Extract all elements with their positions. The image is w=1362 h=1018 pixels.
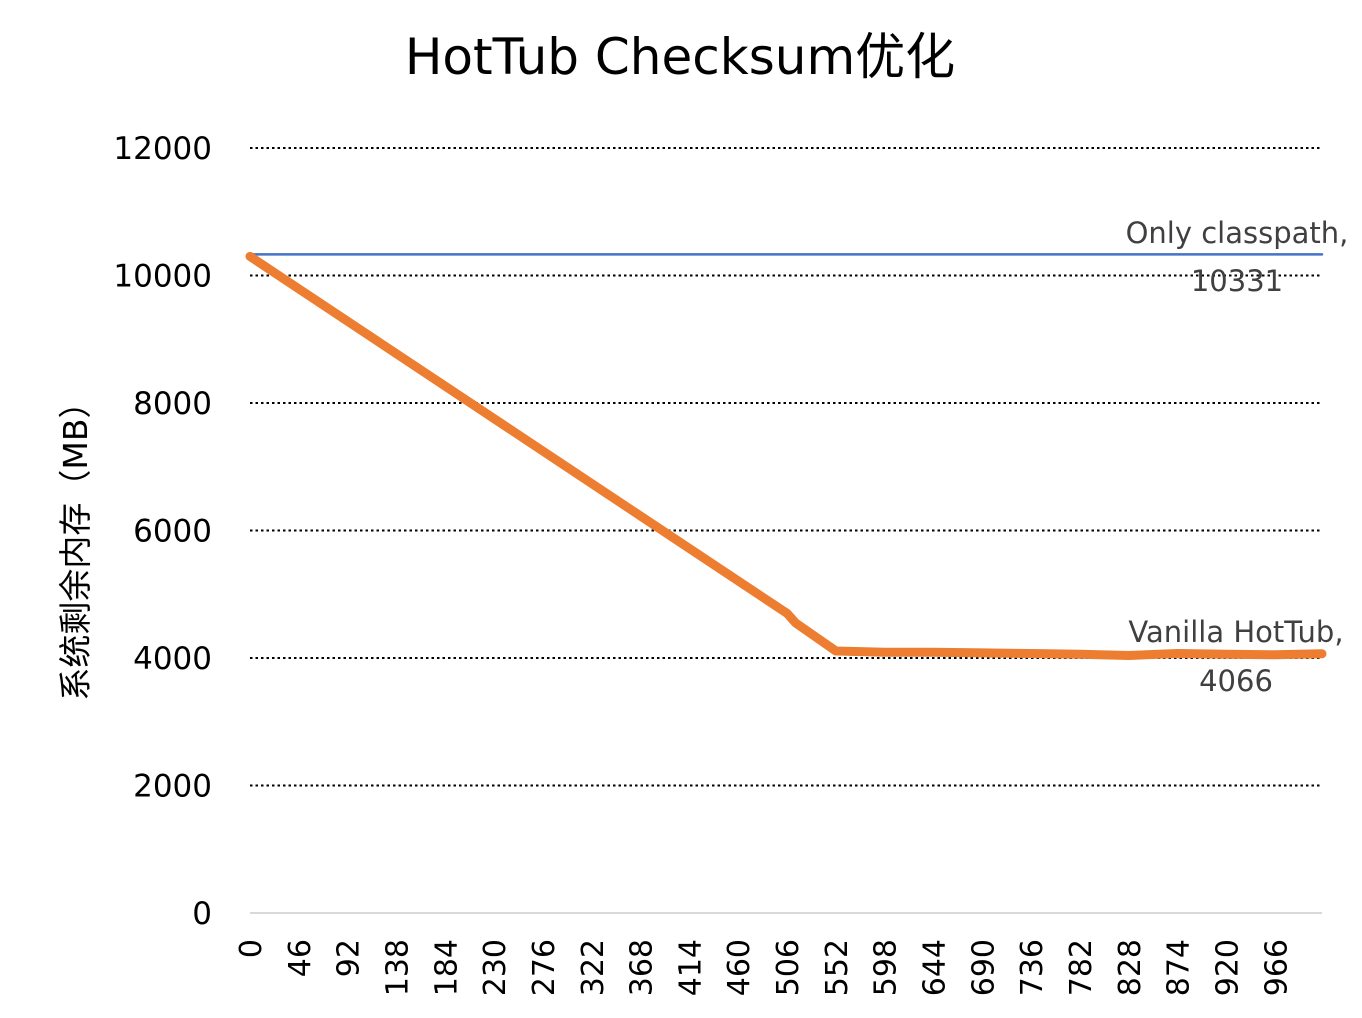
x-tick-label: 322 [576,939,611,996]
x-tick-label: 46 [283,939,318,977]
y-tick-label: 10000 [113,259,212,295]
data-label-name: Vanilla HotTub, [1128,615,1343,649]
chart-title: HotTub Checksum优化 [405,28,955,86]
x-tick-label: 920 [1210,939,1245,996]
gridlines [250,147,1322,914]
series-lines [245,251,1327,660]
x-tick-label: 276 [527,939,562,996]
x-tick-label: 414 [673,939,708,996]
y-axis-label: 系统剩余内存（MB） [56,385,95,700]
x-tick-label: 966 [1259,939,1294,996]
x-tick-label: 598 [869,939,904,996]
y-tick-label: 6000 [133,514,212,550]
data-label-value: 4066 [1199,664,1273,698]
data-label-name: Only classpath, [1126,216,1349,250]
x-tick-label: 184 [429,939,464,996]
y-tick-label: 0 [192,896,212,932]
y-tick-label: 2000 [133,769,212,805]
data-label-value: 10331 [1191,264,1283,298]
x-tick-labels: 0 46 92 138 184 230 276 322 368 414 460 506 552 598 64… [234,939,1294,996]
x-tick-label: 0 [234,939,269,958]
x-tick-label: 92 [332,939,367,977]
y-tick-label: 8000 [133,386,212,422]
x-tick-label: 874 [1162,939,1197,996]
x-tick-label: 138 [380,939,415,996]
x-tick-label: 368 [625,939,660,996]
x-tick-label: 736 [1015,939,1050,996]
data-labels: Only classpath, 10331 Vanilla HotTub, 4066 [1126,216,1349,698]
x-tick-label: 460 [722,939,757,996]
y-tick-label: 12000 [113,131,212,167]
x-tick-label: 644 [918,939,953,996]
x-tick-label: 828 [1113,939,1148,996]
y-tick-label: 4000 [133,641,212,677]
y-tick-labels: 0 2000 4000 6000 8000 10000 12000 [113,131,212,932]
x-tick-label: 782 [1064,939,1099,996]
x-tick-label: 230 [478,939,513,996]
x-tick-label: 506 [771,939,806,996]
x-tick-label: 690 [966,939,1001,996]
series-line-vanilla-hottub [245,251,1327,660]
x-tick-label: 552 [820,939,855,996]
